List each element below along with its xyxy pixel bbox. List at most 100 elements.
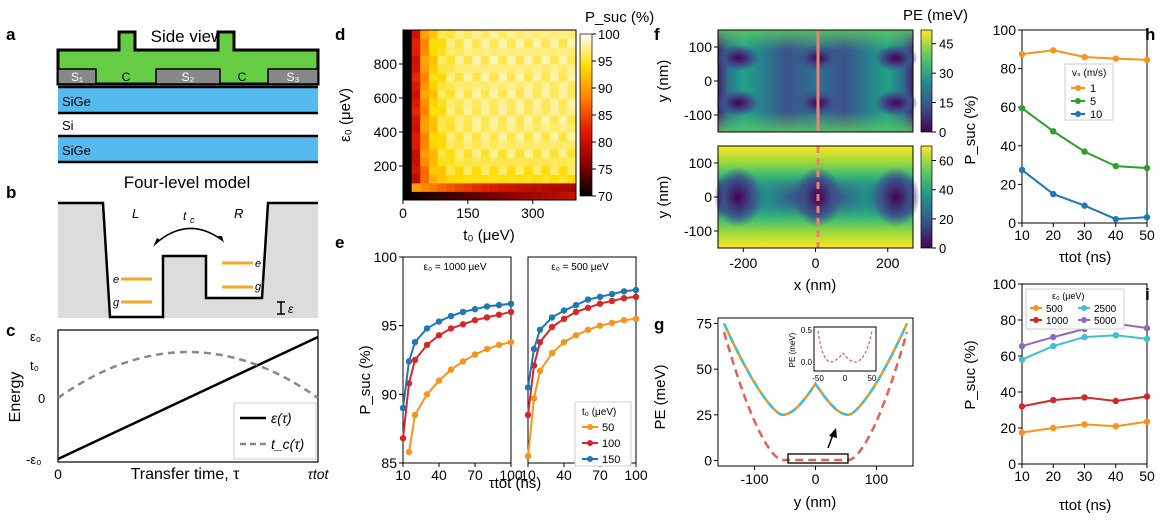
heatmap-cell xyxy=(541,38,551,48)
d-colorbar-label: 75 xyxy=(598,162,612,177)
f-top-map xyxy=(716,29,918,133)
heatmap-cell xyxy=(506,191,516,201)
heatmap-cell xyxy=(463,55,473,65)
heatmap-cell xyxy=(446,191,456,201)
heatmap-cell xyxy=(403,140,413,150)
heatmap-cell xyxy=(428,98,438,107)
heatmap-cell xyxy=(420,166,430,175)
e2-point-100 xyxy=(560,315,568,322)
i-xtick-label: 40 xyxy=(1108,468,1124,484)
e2-point-150 xyxy=(620,288,628,295)
heatmap-cell xyxy=(524,191,534,201)
label-right-e: e xyxy=(255,258,261,270)
heatmap-cell xyxy=(437,149,447,158)
heatmap-cell xyxy=(489,47,499,56)
heatmap-cell xyxy=(515,166,525,175)
gate-s3 xyxy=(267,68,319,85)
heatmap-cell xyxy=(541,157,551,167)
label-left-dot: L xyxy=(132,206,139,221)
g-ytick-label: 25 xyxy=(696,407,712,423)
heatmap-cell xyxy=(420,89,430,99)
gate-s1 xyxy=(57,68,97,85)
heatmap-cell xyxy=(489,191,499,201)
heatmap-cell xyxy=(437,98,447,107)
e-legend xyxy=(574,401,632,467)
h-legend-label-1: 1 xyxy=(1090,83,1096,95)
c-xlabel: Transfer time, τ xyxy=(131,466,241,483)
d-ytick-label: 800 xyxy=(374,56,398,72)
f-ytick-label: 100 xyxy=(689,39,713,55)
heatmap-cell xyxy=(480,89,490,99)
heatmap-cell xyxy=(506,38,516,48)
c-legend-tc: t_c(τ) xyxy=(271,436,304,452)
e1-point-100 xyxy=(459,321,467,328)
d-xtick-label: 0 xyxy=(399,205,407,221)
c-xtick-zero: 0 xyxy=(54,466,62,482)
panel-letter-f: f xyxy=(654,25,660,44)
e1-point-150 xyxy=(483,303,491,310)
heatmap-cell xyxy=(454,123,464,133)
heatmap-cell xyxy=(403,89,413,99)
e1-point-150 xyxy=(399,404,407,412)
d-colorbar-label: 95 xyxy=(598,54,612,69)
h-ytick-label: 20 xyxy=(1000,176,1016,192)
f-colorbar-label: 20 xyxy=(939,212,953,227)
i-point-2500 xyxy=(1018,356,1026,363)
d-axes xyxy=(402,29,577,201)
heatmap-cell xyxy=(498,106,508,116)
heatmap-cell xyxy=(567,123,577,133)
heatmap-cell xyxy=(567,191,577,201)
e2-point-100 xyxy=(536,338,544,346)
heatmap-cell xyxy=(532,72,542,82)
e1-point-100 xyxy=(423,341,431,349)
heatmap-cell xyxy=(506,157,516,167)
i-xtick-label: 30 xyxy=(1077,468,1093,484)
heatmap-cell xyxy=(532,166,542,175)
e1-point-150 xyxy=(411,338,419,346)
heatmap-cell xyxy=(463,38,473,48)
i-xlabel: τtot (ns) xyxy=(1059,497,1112,514)
heatmap-cell xyxy=(411,81,421,90)
heatmap-cell xyxy=(550,132,560,141)
heatmap-cell xyxy=(489,72,499,82)
e2-xtick-label: 70 xyxy=(592,467,608,483)
h-ytick-label: 60 xyxy=(1000,99,1016,115)
heatmap-cell xyxy=(480,166,490,175)
i-legend-marker-500 xyxy=(1033,305,1039,311)
heatmap-cell xyxy=(472,106,482,116)
e1-ytick-label: 100 xyxy=(374,249,398,265)
heatmap-cell xyxy=(558,89,568,99)
e1-xtick-label: 70 xyxy=(467,467,483,483)
heatmap-cell xyxy=(454,81,464,90)
i-point-1000 xyxy=(1143,393,1151,400)
f-bottom-colorbar xyxy=(920,145,933,249)
heatmap-cell xyxy=(480,191,490,201)
f-colorbar-label: 45 xyxy=(939,37,953,52)
panel-a: a Side view S₁ C S₂ C S₃ SiGe Si SiGe xyxy=(6,25,320,164)
e2-point-50 xyxy=(620,316,628,324)
h-legend-marker-1 xyxy=(1075,85,1081,91)
h-xtick-label: 50 xyxy=(1139,227,1155,243)
d-colorbar-label: 80 xyxy=(598,135,612,150)
heatmap-cell xyxy=(506,106,516,116)
heatmap-cell xyxy=(403,166,413,175)
e1-point-100 xyxy=(405,380,413,387)
heatmap-cell xyxy=(550,64,560,73)
heatmap-cell xyxy=(463,106,473,116)
heatmap-cell xyxy=(463,64,473,73)
heatmap-cell xyxy=(428,30,438,39)
heatmap-cell xyxy=(532,47,542,56)
heatmap-cell xyxy=(550,166,560,175)
heatmap-cell xyxy=(463,30,473,39)
heatmap-cell xyxy=(541,47,551,56)
heatmap-cell xyxy=(567,81,577,90)
e1-xtick-label: 100 xyxy=(499,467,523,483)
e-legend-label-50: 50 xyxy=(602,422,614,434)
heatmap-cell xyxy=(446,72,456,82)
heatmap-cell xyxy=(454,30,464,39)
e2-point-100 xyxy=(524,411,532,419)
heatmap-cell xyxy=(403,72,413,82)
heatmap-cell xyxy=(463,174,473,184)
